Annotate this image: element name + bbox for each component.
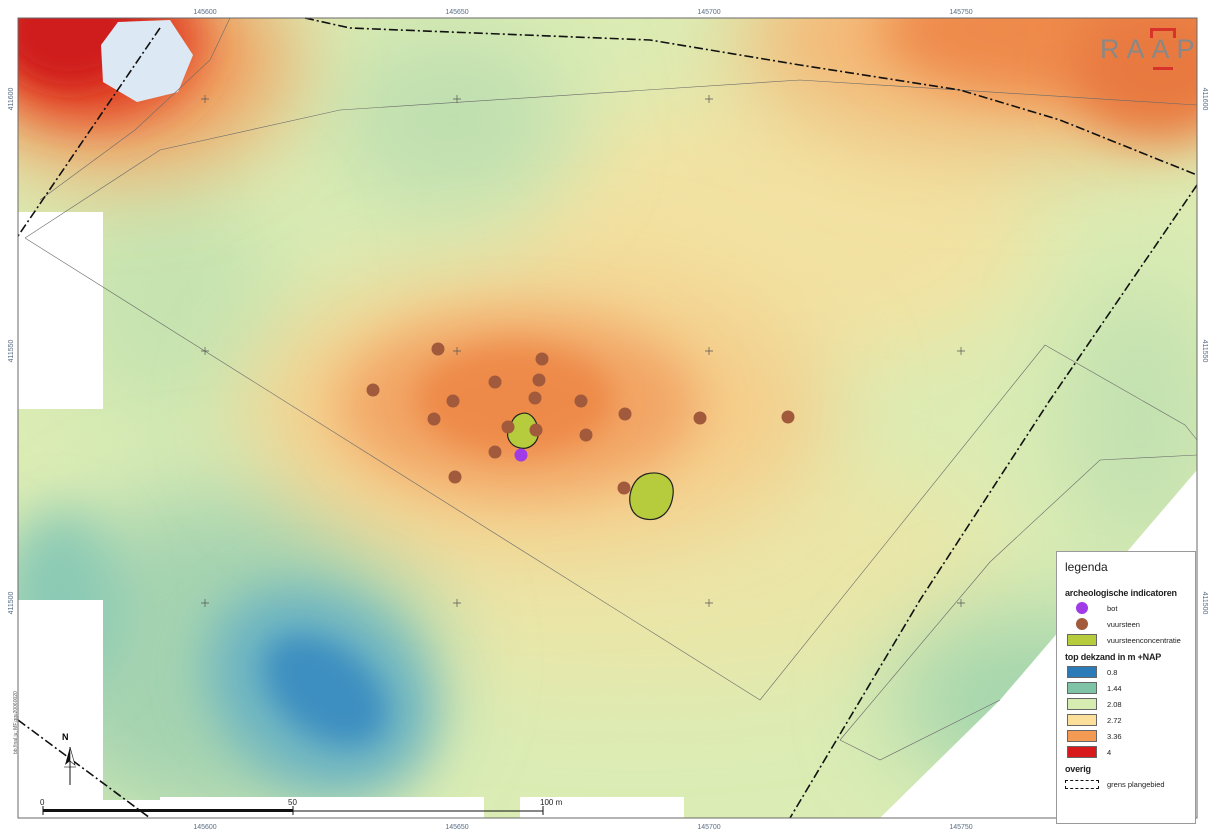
x-tick-bottom: 145600 — [193, 824, 216, 831]
legend-panel: legenda archeologische indicatoren bot v… — [1056, 551, 1196, 824]
boundary-symbol-icon — [1065, 779, 1099, 789]
coordinate-ticks: 145600 145650 145700 145750 145600 14565… — [8, 9, 1208, 831]
x-tick-bottom: 145700 — [697, 824, 720, 831]
legend-label: 3.36 — [1107, 731, 1122, 741]
vuursteen-find-1 — [431, 342, 445, 356]
flint-concentration-2 — [629, 472, 674, 521]
legend-label: grens plangebied — [1107, 779, 1165, 789]
grid-crosses — [201, 95, 965, 607]
legend-class: 1.44 — [1065, 680, 1189, 696]
vuursteen-find-9 — [427, 412, 441, 426]
legend-label: vuursteen — [1107, 619, 1140, 629]
bot-find-1 — [514, 448, 528, 462]
vuursteen-find-6 — [446, 394, 460, 408]
y-tick-right: 411550 — [1201, 340, 1208, 363]
y-tick-left: 411600 — [8, 87, 15, 110]
legend-row-bot: bot — [1065, 600, 1189, 616]
scale-label-0: 0 — [40, 798, 45, 807]
vuursteen-find-4 — [488, 375, 502, 389]
legend-row-boundary: grens plangebied — [1065, 776, 1189, 792]
class-swatch — [1067, 730, 1097, 742]
scale-label-100: 100 m — [540, 798, 563, 807]
class-swatch — [1067, 666, 1097, 678]
legend-label: vuursteenconcentratie — [1107, 635, 1181, 645]
x-tick-bottom: 145650 — [445, 824, 468, 831]
legend-section-other: overig — [1065, 764, 1091, 774]
y-tick-right: 411500 — [1201, 592, 1208, 615]
legend-section-indicators: archeologische indicatoren — [1065, 588, 1177, 598]
vuursteen-find-5 — [366, 383, 380, 397]
vuursteen-find-16 — [488, 445, 502, 459]
x-tick-top: 145700 — [697, 9, 720, 16]
vuursteen-find-12 — [618, 407, 632, 421]
plan-boundary — [17, 17, 1198, 819]
vuursteen-find-18 — [617, 481, 631, 495]
legend-label: 1.44 — [1107, 683, 1122, 693]
legend-label: 2.72 — [1107, 715, 1122, 725]
legend-row-vuursteen: vuursteen — [1065, 616, 1189, 632]
north-label: N — [62, 732, 69, 742]
vuursteen-find-3 — [532, 373, 546, 387]
vuursteen-find-13 — [579, 428, 593, 442]
legend-row-vuursteenconcentratie: vuursteenconcentratie — [1065, 632, 1189, 648]
north-arrow-icon — [64, 746, 76, 785]
vuursteen-find-10 — [501, 420, 515, 434]
concentration-symbol-icon — [1067, 634, 1097, 646]
legend-class: 3.36 — [1065, 728, 1189, 744]
vuursteen-find-14 — [693, 411, 707, 425]
raap-logo: RAAP — [1100, 28, 1202, 70]
legend-label: 4 — [1107, 747, 1112, 757]
vuursteen-find-17 — [448, 470, 462, 484]
legend-class: 4 — [1065, 744, 1189, 760]
parcel-lines — [24, 17, 1198, 761]
map-credit: bb,final.ju; MF.ggu20060020 — [13, 691, 19, 754]
x-tick-bottom: 145750 — [949, 824, 972, 831]
vuursteen-symbol-icon — [1076, 618, 1088, 630]
y-tick-right: 411600 — [1201, 88, 1208, 111]
y-tick-left: 411500 — [8, 591, 15, 614]
bot-symbol-icon — [1076, 602, 1088, 614]
class-swatch — [1067, 714, 1097, 726]
class-swatch — [1067, 682, 1097, 694]
x-tick-top: 145750 — [949, 9, 972, 16]
legend-section-dekzand: top dekzand in m +NAP — [1065, 652, 1162, 662]
map-frame — [17, 17, 1198, 819]
legend-label: 2.08 — [1107, 699, 1122, 709]
vuursteen-find-7 — [528, 391, 542, 405]
vuursteen-find-2 — [535, 352, 549, 366]
logo-text: RAAP — [1100, 34, 1202, 64]
legend-class: 2.08 — [1065, 696, 1189, 712]
finds-layer — [366, 342, 795, 495]
y-tick-left: 411550 — [8, 339, 15, 362]
scale-bar — [42, 806, 544, 815]
logo-bracket-icon — [1150, 28, 1176, 70]
legend-label: 0.8 — [1107, 667, 1118, 677]
x-tick-top: 145650 — [445, 9, 468, 16]
vuursteen-find-11 — [529, 423, 543, 437]
scale-label-50: 50 — [288, 798, 297, 807]
legend-title: legenda — [1065, 560, 1108, 574]
x-tick-top: 145600 — [193, 9, 216, 16]
vuursteen-find-15 — [781, 410, 795, 424]
legend-class: 2.72 — [1065, 712, 1189, 728]
vuursteen-find-8 — [574, 394, 588, 408]
legend-class: 0.8 — [1065, 664, 1189, 680]
legend-label: bot — [1107, 603, 1118, 613]
class-swatch — [1067, 746, 1097, 758]
class-swatch — [1067, 698, 1097, 710]
